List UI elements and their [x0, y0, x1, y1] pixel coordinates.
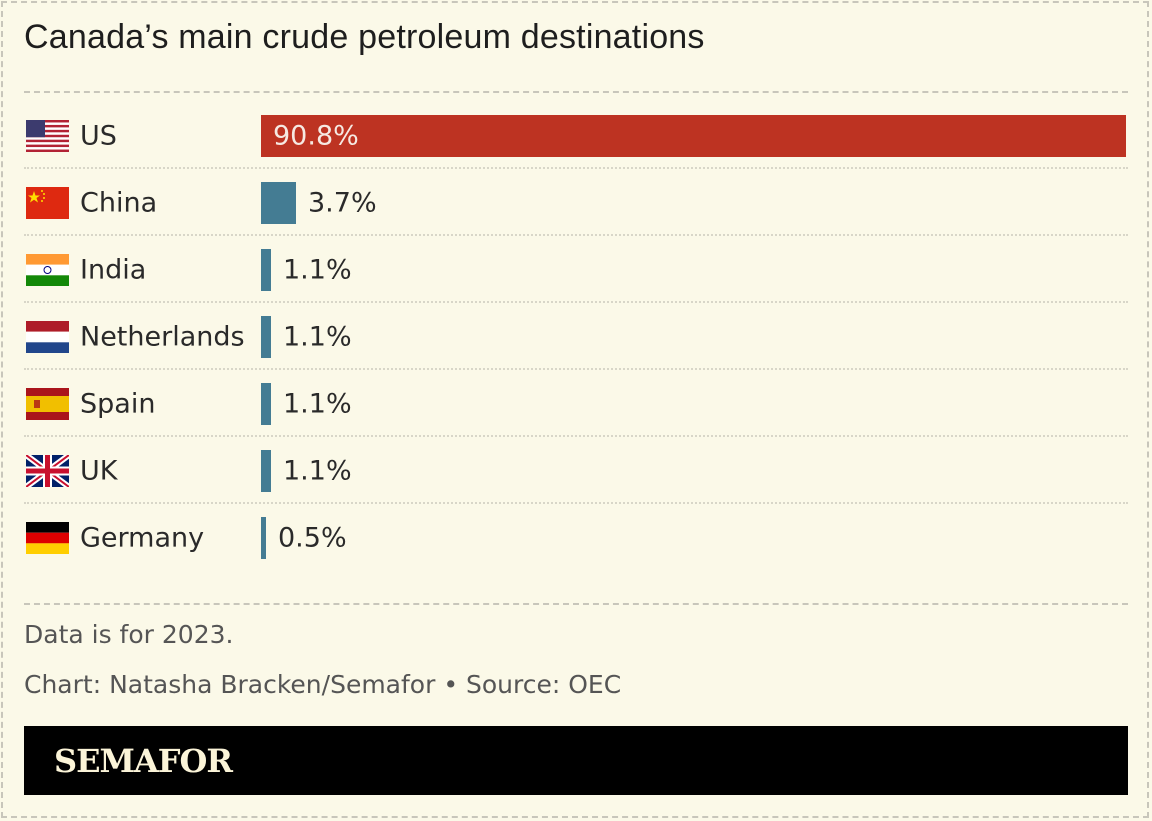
chart-title: Canada’s main crude petroleum destinatio… — [24, 18, 705, 56]
india-flag-icon — [26, 253, 69, 286]
bar — [261, 248, 271, 291]
row-divider — [24, 368, 1128, 370]
chart-row: Spain 1.1% — [24, 370, 1128, 437]
chart-row: US 90.8% — [24, 102, 1128, 169]
country-label: UK — [80, 455, 118, 486]
row-divider — [24, 301, 1128, 303]
value-label: 1.1% — [283, 455, 352, 486]
row-divider — [24, 502, 1128, 504]
country-label: Spain — [80, 388, 156, 419]
row-divider — [24, 435, 1128, 437]
value-label: 90.8% — [273, 120, 359, 151]
country-label: Netherlands — [80, 321, 245, 352]
value-label: 1.1% — [283, 321, 352, 352]
germany-flag-icon — [26, 521, 69, 554]
value-label: 1.1% — [283, 388, 352, 419]
chart-row: UK 1.1% — [24, 437, 1128, 504]
us-flag-icon — [26, 119, 69, 152]
semafor-logo: SEMAFOR — [54, 741, 233, 780]
value-label: 0.5% — [278, 522, 347, 553]
row-divider — [24, 167, 1128, 169]
country-label: India — [80, 254, 147, 285]
divider — [24, 91, 1128, 93]
china-flag-icon — [26, 186, 69, 219]
bar — [261, 382, 271, 425]
value-label: 1.1% — [283, 254, 352, 285]
bar — [261, 181, 296, 224]
row-divider — [24, 234, 1128, 236]
data-note: Data is for 2023. — [24, 620, 234, 649]
value-label: 3.7% — [308, 187, 377, 218]
chart-row: Netherlands 1.1% — [24, 303, 1128, 370]
spain-flag-icon — [26, 387, 69, 420]
chart-row: Germany 0.5% — [24, 504, 1128, 571]
netherlands-flag-icon — [26, 320, 69, 353]
country-label: China — [80, 187, 158, 218]
brand-bar: SEMAFOR — [24, 726, 1128, 795]
bar — [261, 516, 266, 559]
divider — [24, 603, 1128, 605]
bar — [261, 114, 1126, 157]
chart-row: China 3.7% — [24, 169, 1128, 236]
bar — [261, 315, 271, 358]
country-label: Germany — [80, 522, 205, 553]
chart-row: India 1.1% — [24, 236, 1128, 303]
uk-flag-icon — [26, 454, 69, 487]
source-credit: Chart: Natasha Bracken/Semafor • Source:… — [24, 670, 622, 699]
country-label: US — [80, 120, 117, 151]
bar — [261, 449, 271, 492]
